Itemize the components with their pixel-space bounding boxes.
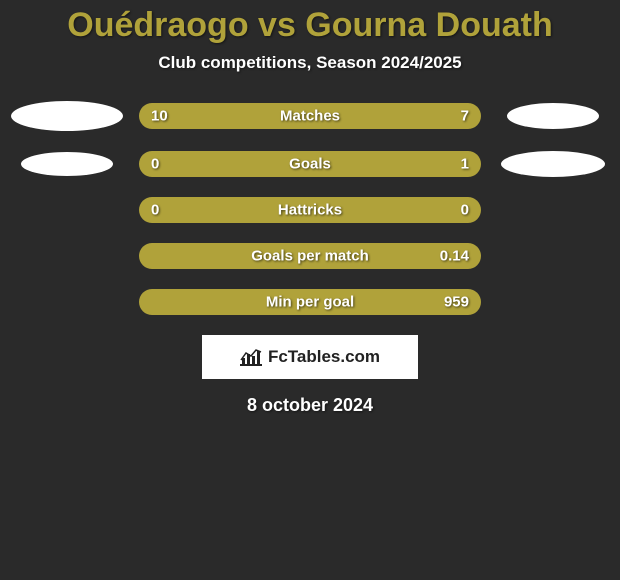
right-value: 0 bbox=[461, 202, 469, 219]
comparison-row: 10 7 Matches bbox=[0, 101, 620, 131]
right-value: 7 bbox=[461, 108, 469, 125]
left-value: 0 bbox=[151, 202, 159, 219]
right-value: 959 bbox=[444, 294, 469, 311]
stat-label: Min per goal bbox=[266, 294, 354, 311]
right-value: 1 bbox=[461, 156, 469, 173]
bar-fill-left bbox=[139, 151, 201, 177]
comparison-rows: 10 7 Matches 0 1 Goals 0 0 Hattricks 0.14 Goals pe… bbox=[0, 101, 620, 315]
comparison-row: 0 0 Hattricks bbox=[0, 197, 620, 223]
stat-bar: 10 7 Matches bbox=[139, 103, 481, 129]
ellipse-icon bbox=[21, 152, 113, 176]
left-value: 10 bbox=[151, 108, 168, 125]
chart-icon bbox=[240, 348, 262, 366]
subtitle: Club competitions, Season 2024/2025 bbox=[0, 53, 620, 73]
stat-bar: 959 Min per goal bbox=[139, 289, 481, 315]
stat-bar: 0.14 Goals per match bbox=[139, 243, 481, 269]
stat-bar: 0 1 Goals bbox=[139, 151, 481, 177]
logo-text: FcTables.com bbox=[268, 347, 380, 367]
left-value: 0 bbox=[151, 156, 159, 173]
left-indicator bbox=[11, 101, 123, 131]
right-indicator bbox=[497, 151, 609, 177]
stat-label: Matches bbox=[280, 108, 340, 125]
page-title: Ouédraogo vs Gourna Douath bbox=[0, 0, 620, 45]
ellipse-icon bbox=[507, 103, 599, 129]
stat-label: Goals bbox=[289, 156, 331, 173]
right-value: 0.14 bbox=[440, 248, 469, 265]
logo-box: FcTables.com bbox=[202, 335, 418, 379]
stat-label: Hattricks bbox=[278, 202, 342, 219]
right-indicator bbox=[497, 103, 609, 129]
comparison-row: 0.14 Goals per match bbox=[0, 243, 620, 269]
ellipse-icon bbox=[11, 101, 123, 131]
bar-fill-right bbox=[201, 151, 481, 177]
stat-label: Goals per match bbox=[251, 248, 369, 265]
comparison-row: 0 1 Goals bbox=[0, 151, 620, 177]
ellipse-icon bbox=[501, 151, 605, 177]
date: 8 october 2024 bbox=[0, 395, 620, 416]
left-indicator bbox=[11, 152, 123, 176]
comparison-row: 959 Min per goal bbox=[0, 289, 620, 315]
stat-bar: 0 0 Hattricks bbox=[139, 197, 481, 223]
